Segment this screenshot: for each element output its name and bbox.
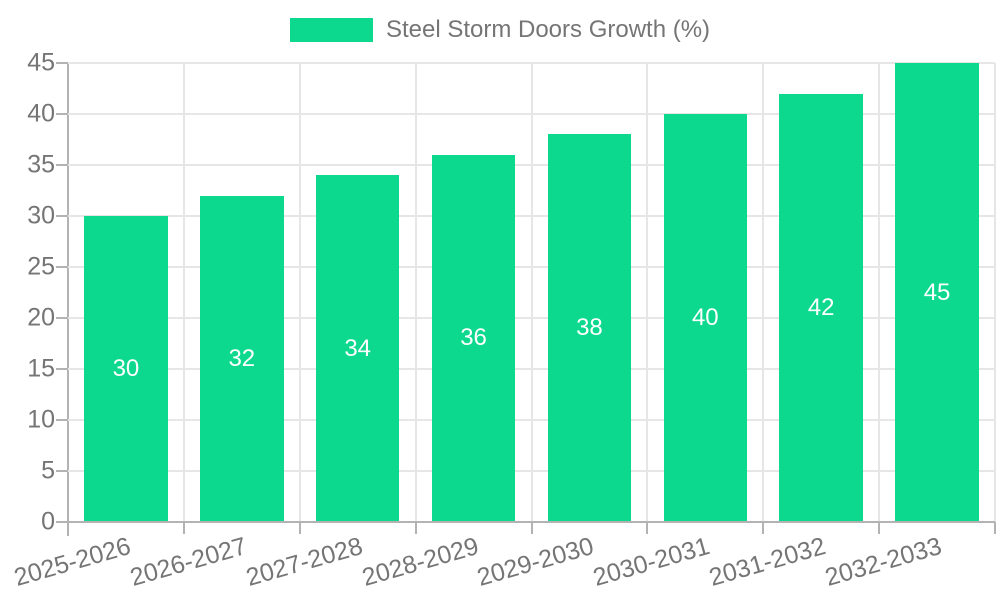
y-tick-label: 10 bbox=[27, 405, 55, 434]
y-axis-tick bbox=[56, 317, 68, 319]
y-tick-label: 0 bbox=[41, 507, 55, 536]
y-axis-tick bbox=[56, 266, 68, 268]
bar-2025-2026: 30 bbox=[84, 216, 168, 522]
x-axis-tick bbox=[878, 522, 881, 534]
legend-swatch bbox=[289, 18, 373, 42]
x-tick-label: 2032-2033 bbox=[822, 532, 945, 592]
v-gridline bbox=[298, 63, 301, 522]
x-axis-line bbox=[68, 521, 995, 523]
bar-value-label: 45 bbox=[923, 278, 951, 306]
category-band: 32 bbox=[184, 63, 300, 522]
y-tick-label: 5 bbox=[41, 456, 55, 485]
x-axis-tick bbox=[182, 522, 185, 534]
x-tick-label: 2027-2028 bbox=[242, 532, 366, 592]
x-tick-label: 2025-2026 bbox=[11, 532, 134, 592]
bar-value-label: 42 bbox=[807, 293, 835, 321]
y-axis-line bbox=[67, 63, 69, 536]
y-axis-tick bbox=[56, 521, 68, 523]
category-band: 42 bbox=[763, 63, 879, 522]
bar-2031-2032: 42 bbox=[779, 93, 863, 522]
v-gridline bbox=[994, 63, 996, 522]
plot-area: 0 5 10 15 20 25 30 35 40 45 30 2025-2026 32 2026-2027… bbox=[11, 49, 996, 592]
x-tick-label: 2026-2027 bbox=[126, 532, 250, 592]
y-tick-label: 30 bbox=[27, 201, 55, 230]
x-axis-tick bbox=[762, 522, 765, 534]
category-band: 30 bbox=[68, 63, 184, 522]
y-tick-label: 25 bbox=[27, 252, 55, 281]
category-band: 36 bbox=[416, 63, 532, 522]
x-tick-label: 2028-2029 bbox=[358, 532, 482, 592]
bar-2028-2029: 36 bbox=[431, 154, 516, 522]
y-axis-tick bbox=[56, 164, 68, 166]
x-axis-tick bbox=[414, 522, 417, 534]
v-gridline bbox=[878, 63, 881, 522]
category-band: 45 bbox=[879, 63, 995, 522]
x-axis-tick bbox=[646, 522, 649, 534]
v-gridline bbox=[762, 63, 765, 522]
x-tick-label: 2029-2030 bbox=[474, 532, 598, 592]
bar-2026-2027: 32 bbox=[200, 195, 284, 522]
v-gridline bbox=[646, 63, 649, 522]
y-axis-tick bbox=[56, 470, 68, 472]
x-axis-tick bbox=[67, 522, 69, 534]
v-gridline bbox=[414, 63, 417, 522]
category-band: 40 bbox=[647, 63, 763, 522]
y-axis-tick bbox=[56, 214, 68, 217]
y-axis-tick bbox=[56, 419, 68, 421]
x-axis-tick bbox=[530, 522, 533, 534]
x-tick-label: 2030-2031 bbox=[590, 532, 714, 592]
x-tick-label: 2031-2032 bbox=[706, 532, 829, 592]
bar-value-label: 38 bbox=[576, 314, 603, 342]
y-axis-tick bbox=[56, 62, 68, 64]
x-axis-tick bbox=[994, 522, 996, 534]
bar-2032-2033: 45 bbox=[895, 63, 979, 522]
legend-label: Steel Storm Doors Growth (%) bbox=[385, 16, 711, 43]
bar-value-label: 32 bbox=[228, 344, 256, 372]
legend: Steel Storm Doors Growth (%) bbox=[0, 16, 1000, 44]
bar-2029-2030: 38 bbox=[547, 134, 632, 522]
bar-2030-2031: 40 bbox=[663, 114, 748, 522]
bar-value-label: 34 bbox=[344, 334, 372, 362]
v-gridline bbox=[530, 63, 533, 522]
y-tick-label: 45 bbox=[27, 48, 55, 77]
category-band: 38 bbox=[532, 63, 648, 522]
bar-value-label: 36 bbox=[460, 324, 487, 352]
y-tick-label: 20 bbox=[27, 303, 55, 332]
y-axis-tick bbox=[56, 113, 68, 115]
y-tick-label: 40 bbox=[27, 99, 55, 128]
category-band: 34 bbox=[300, 63, 416, 522]
bar-2027-2028: 34 bbox=[315, 175, 400, 522]
y-tick-label: 35 bbox=[27, 150, 55, 179]
bar-value-label: 40 bbox=[691, 304, 719, 331]
bar-value-label: 30 bbox=[112, 355, 140, 382]
y-axis-tick bbox=[56, 367, 68, 370]
y-tick-label: 15 bbox=[27, 354, 55, 383]
x-axis-tick bbox=[298, 522, 301, 534]
v-gridline bbox=[182, 63, 185, 522]
